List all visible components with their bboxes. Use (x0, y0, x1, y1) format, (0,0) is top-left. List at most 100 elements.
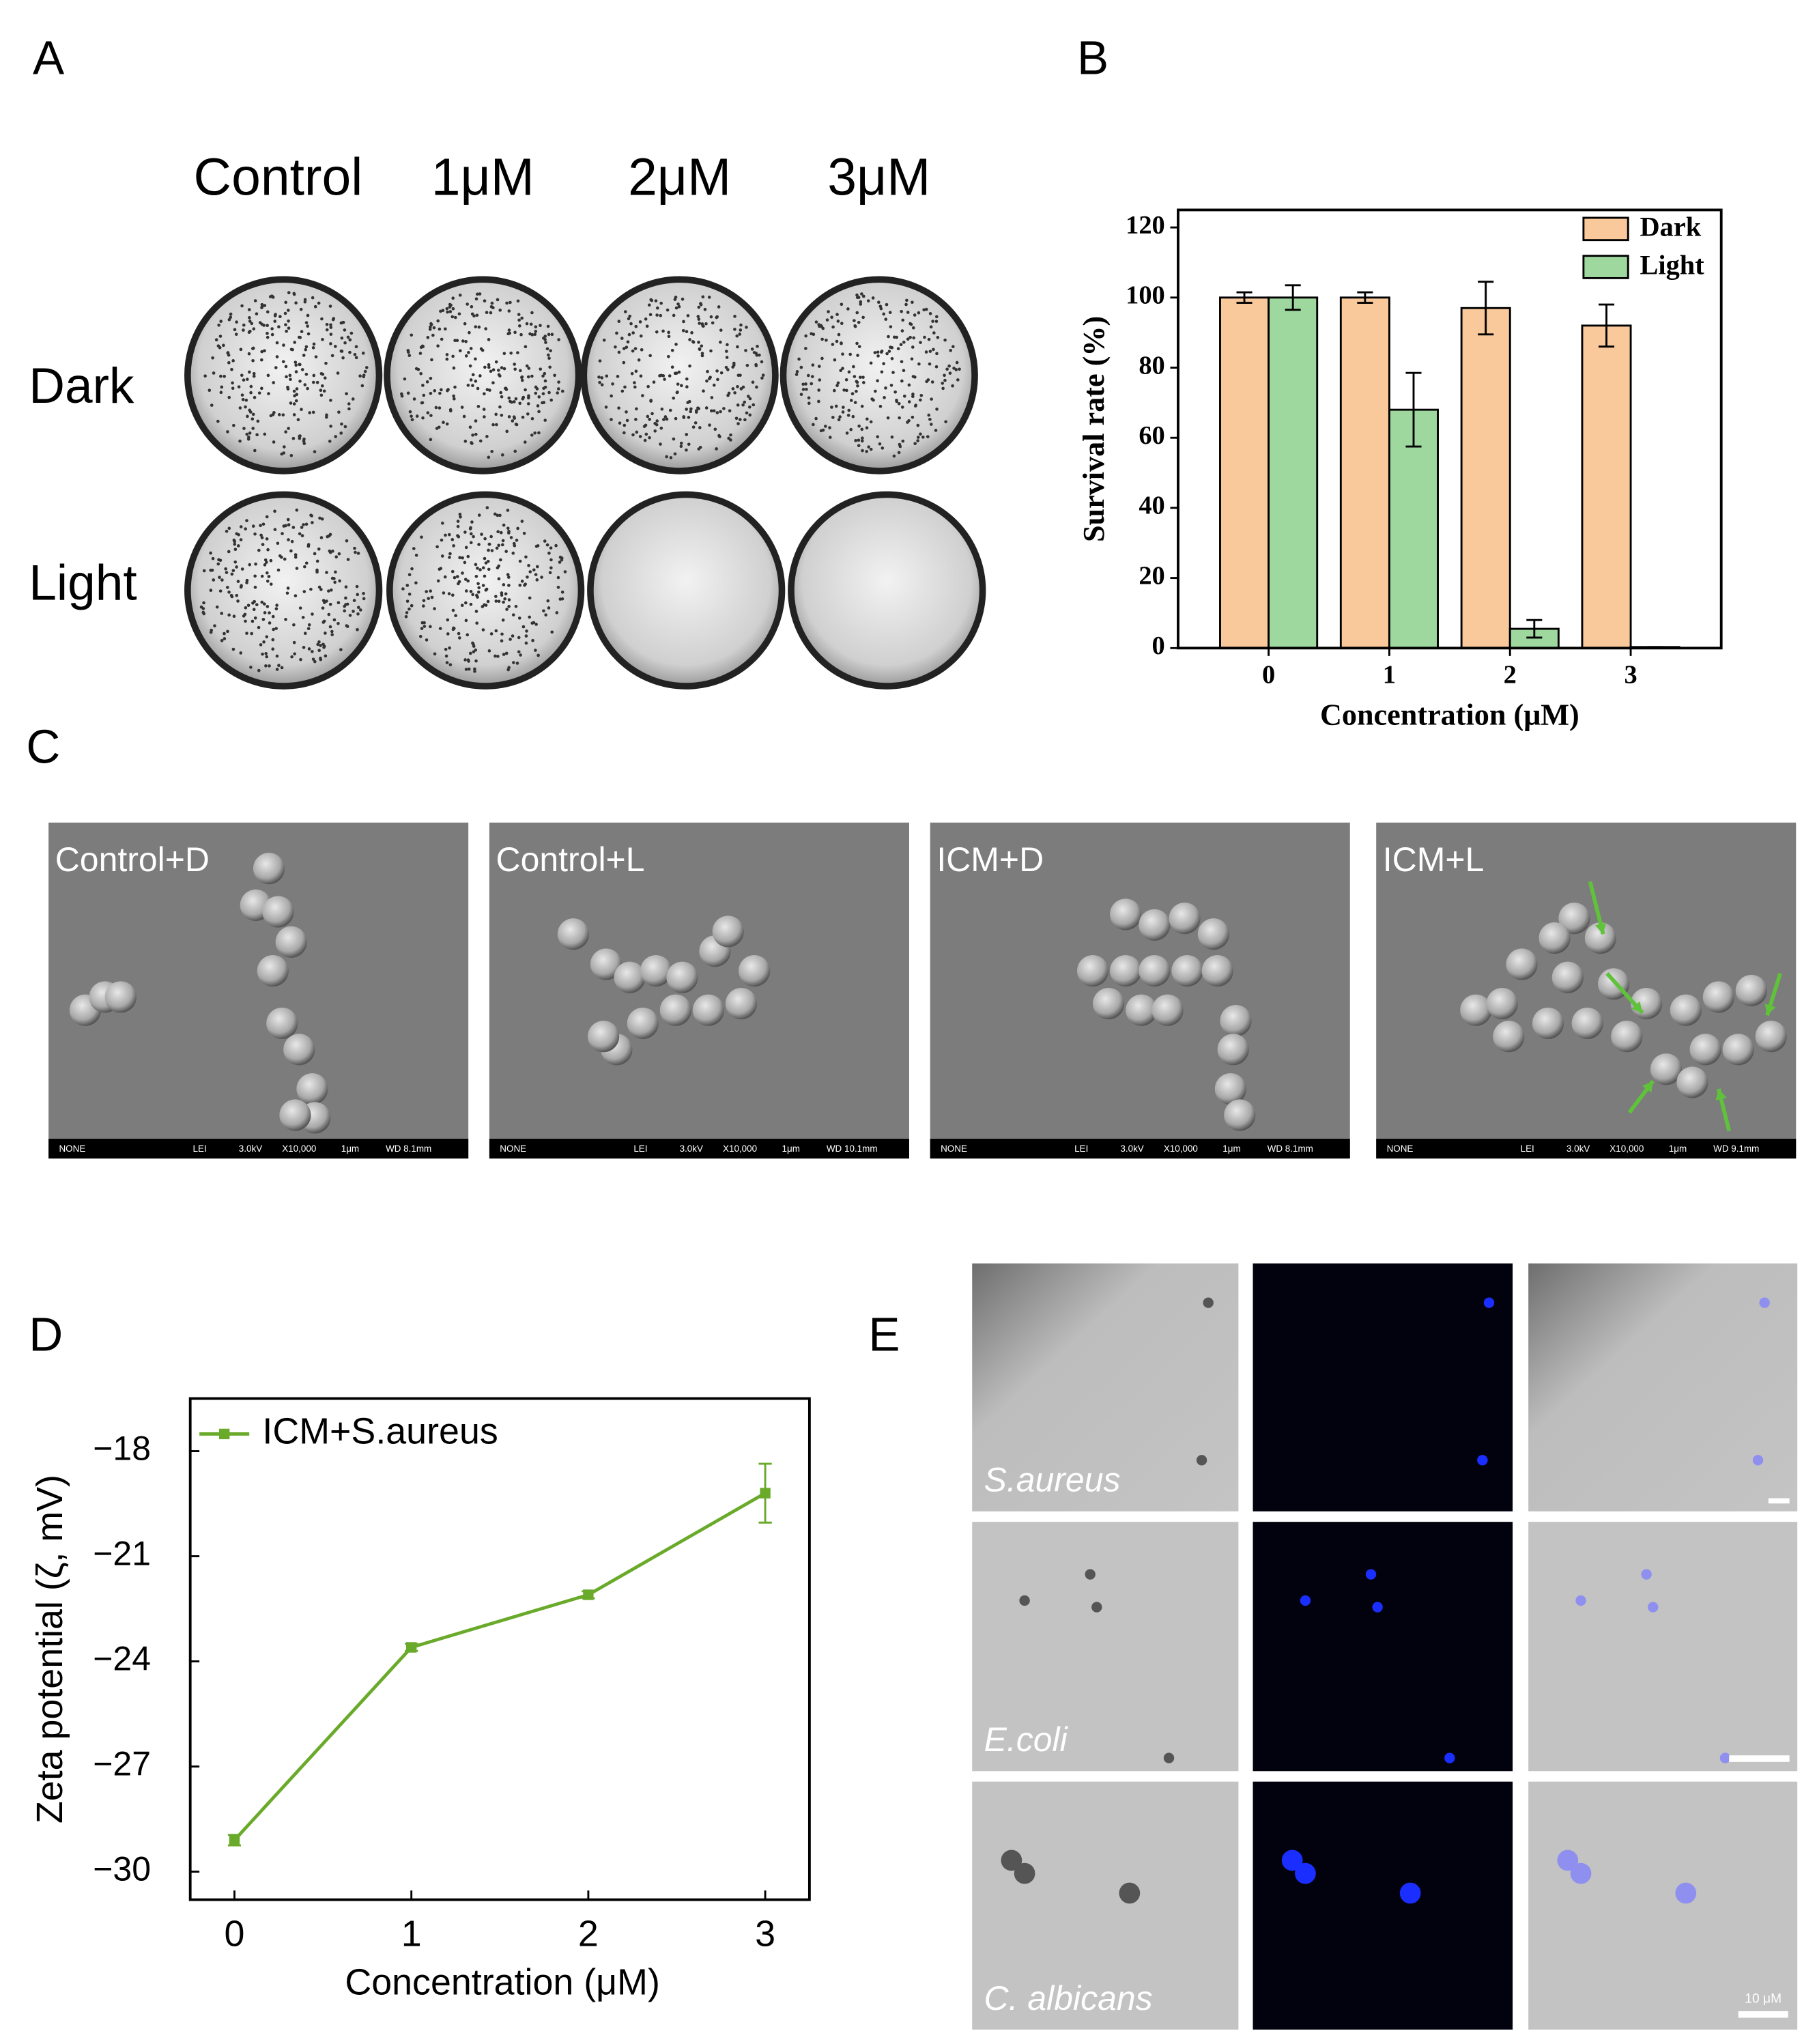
cell (253, 853, 285, 885)
colony (405, 584, 410, 587)
colony (515, 539, 519, 542)
colony (508, 331, 511, 335)
colony (474, 357, 477, 361)
colony (321, 606, 325, 610)
y-tick-label: −24 (93, 1640, 151, 1678)
colony (452, 394, 455, 398)
colony (483, 537, 487, 541)
colony (311, 657, 315, 661)
petri-dish (788, 491, 986, 690)
colony (277, 325, 281, 329)
colony (267, 392, 270, 395)
colony (264, 664, 268, 668)
colony (425, 380, 429, 384)
colony (895, 399, 898, 402)
colony (230, 572, 234, 576)
colony (638, 320, 642, 324)
colony (748, 397, 752, 401)
colony (935, 352, 939, 356)
colony (252, 608, 256, 612)
colony (541, 392, 545, 396)
colony (820, 356, 824, 360)
colony (313, 659, 317, 664)
colony (298, 606, 302, 610)
colony (435, 427, 439, 430)
colony (895, 335, 898, 339)
petri-dish (580, 276, 779, 474)
colony (421, 416, 425, 420)
colony (874, 389, 877, 393)
cell (1752, 1455, 1764, 1466)
colony (472, 535, 475, 539)
colony (841, 410, 845, 414)
colony (703, 307, 707, 311)
colony (287, 523, 291, 527)
colony (261, 652, 264, 656)
colony (857, 424, 861, 428)
colony (422, 599, 426, 603)
colony (303, 631, 307, 636)
colony (241, 397, 245, 401)
cell (1019, 1595, 1030, 1606)
colony (463, 440, 468, 443)
colony (944, 420, 947, 424)
colony (547, 552, 551, 555)
colony (248, 320, 252, 323)
colony (249, 666, 253, 669)
sem-footer-text: 3.0kV (1120, 1144, 1143, 1154)
colony (287, 538, 290, 541)
colony (330, 633, 334, 636)
colony (857, 444, 861, 448)
colony (534, 325, 538, 329)
colony (948, 371, 952, 375)
colony (490, 301, 494, 305)
colony (543, 371, 547, 375)
colony (229, 593, 233, 597)
colony (674, 416, 678, 421)
colony (545, 543, 549, 547)
colony (429, 414, 433, 417)
colony (444, 533, 447, 537)
colony (528, 596, 532, 600)
colony (529, 322, 533, 326)
colony (293, 341, 297, 344)
colony (311, 296, 315, 300)
colony (271, 614, 275, 619)
colony (251, 412, 255, 416)
sem-footer-text: X10,000 (1164, 1144, 1198, 1154)
colony (899, 343, 903, 347)
colony (343, 328, 347, 332)
cell (1372, 1602, 1383, 1613)
colony (824, 425, 827, 428)
colony (652, 380, 656, 384)
colony (450, 569, 455, 573)
colony (256, 419, 260, 423)
colony (324, 654, 328, 658)
colony (893, 390, 897, 394)
colony (900, 360, 904, 364)
row-label: Light (29, 555, 137, 610)
colony (928, 417, 932, 421)
colony (689, 410, 693, 414)
colony (856, 384, 859, 388)
colony (506, 576, 511, 579)
sem-footer-text: NONE (941, 1144, 967, 1154)
colony (476, 386, 480, 391)
y-tick-label: 20 (1139, 561, 1164, 590)
colony (495, 423, 498, 427)
colony (533, 332, 537, 337)
colony (433, 607, 436, 610)
colony (866, 299, 870, 302)
colony (483, 415, 486, 418)
colony (504, 550, 508, 554)
colony (265, 515, 269, 519)
colony (494, 599, 498, 603)
sem-footer-text: 3.0kV (680, 1144, 703, 1154)
cell (1203, 1297, 1214, 1308)
sem-label: ICM+L (1383, 840, 1485, 879)
colony (491, 306, 495, 310)
colony (518, 559, 522, 563)
colony (363, 369, 367, 373)
colony (498, 374, 502, 378)
colony (853, 401, 857, 404)
